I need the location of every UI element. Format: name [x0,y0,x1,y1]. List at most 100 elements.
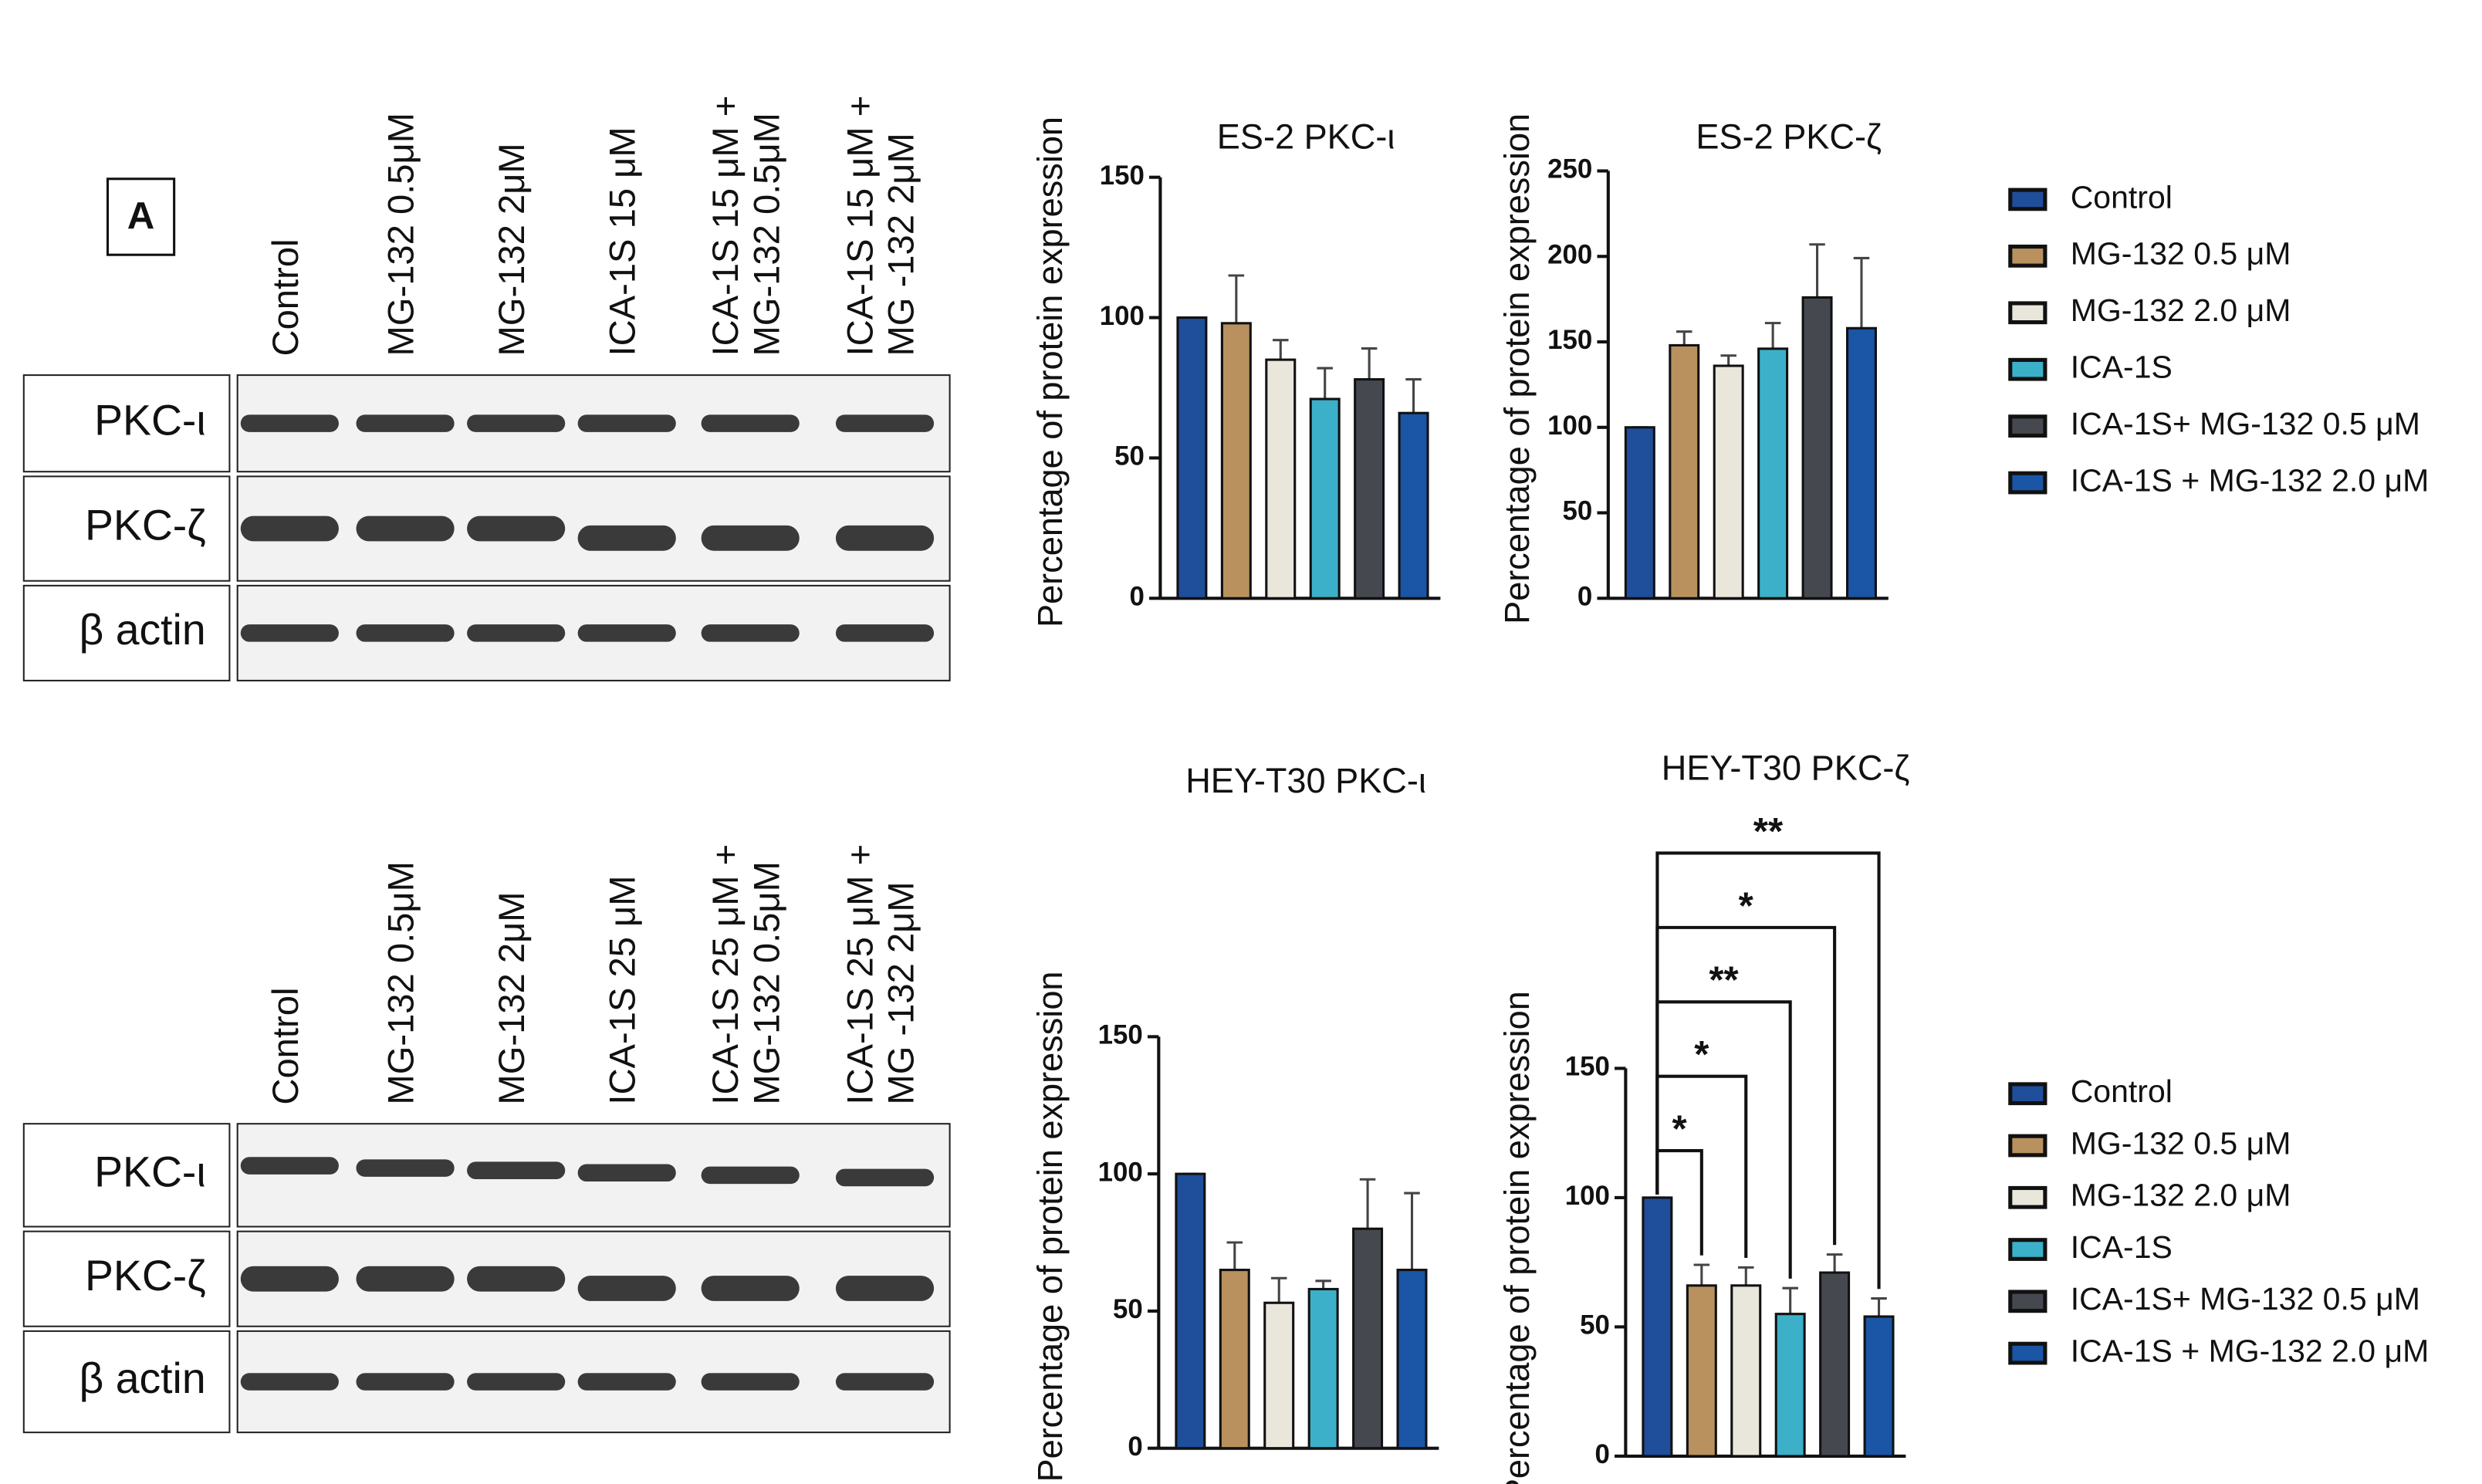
band [577,1373,676,1391]
band [467,1373,566,1391]
lane-label: MG-132 0.5μM [746,113,786,356]
panel-label: A [127,194,155,237]
lane-label: ICA-1S 25 μM [602,875,643,1104]
legend-swatch [2008,357,2047,381]
y-tick-label: 100 [1098,1157,1143,1187]
bar [1686,1284,1717,1458]
lane-label: MG-132 0.5μM [380,861,421,1104]
chart-title: ES-2 PKC-ζ [1696,117,1882,156]
legend-swatch [2008,1238,2047,1261]
row-label: PKC-ζ [85,1252,206,1300]
band [701,624,800,642]
band [240,1373,339,1391]
legend-swatch [2008,1290,2047,1313]
band [356,516,455,542]
bar [1713,364,1744,600]
y-tick-label: 50 [1114,441,1145,472]
legend-swatch [2008,244,2047,268]
chart-title: ES-2 PKC-ι [1217,117,1395,156]
legend-swatch [2008,414,2047,438]
significance-label: ** [1709,959,1739,1002]
band [240,1266,339,1292]
row-label: PKC-ζ [85,502,206,549]
legend-swatch [2008,301,2047,325]
bar [1801,296,1833,600]
row-label: β actin [79,1354,205,1402]
row-label-box [22,475,231,582]
band [577,1276,676,1301]
band [240,414,339,432]
bar [1863,1315,1895,1458]
legend-label: MG-132 2.0 μM [2071,1178,2291,1213]
lane-label: ICA-1S 25 μM + [705,844,746,1105]
band [835,414,935,432]
legend-label: Control [2071,1073,2173,1109]
band [240,516,339,542]
band [701,414,800,432]
bar [1669,343,1700,600]
row-label-box [22,1123,231,1228]
lane-label: Control [265,238,306,356]
bar [1845,326,1877,600]
lane-label: ICA-1S 25 μM + [839,844,880,1105]
legend-swatch [2008,1082,2047,1106]
lane-label: MG -132 2μM [881,881,921,1104]
y-tick-label: 150 [1098,1020,1143,1050]
bracket [1655,851,1881,1290]
row-label-box [22,584,231,681]
bar [1774,1313,1806,1458]
legend-label: ICA-1S+ MG-132 0.5 μM [2071,1281,2420,1317]
bar [1624,426,1655,600]
legend-swatch [2008,1185,2047,1209]
legend-label: ICA-1S [2071,350,2173,385]
lane-label: ICA-1S 15 μM [602,127,643,356]
y-tick-label: 0 [1129,581,1144,611]
lane-label: MG-132 2μM [491,143,532,356]
band [467,624,566,642]
bar [1398,411,1429,600]
y-tick-label: 100 [1565,1181,1610,1211]
lane-label: MG-132 2μM [491,891,532,1104]
y-axis-label: Percentage of protein expression [1497,113,1537,624]
band [835,1276,935,1301]
significance-label: * [1694,1033,1709,1076]
band [240,1157,339,1175]
y-tick-label: 0 [1594,1439,1609,1469]
y-tick-label: 0 [1577,581,1592,611]
bar [1175,1172,1206,1450]
row-label-box [22,1330,231,1434]
band [356,414,455,432]
bar [1352,1227,1384,1450]
bar [1730,1284,1762,1458]
significance-label: ** [1753,810,1784,853]
bar [1309,397,1341,600]
band [356,1159,455,1177]
y-tick-label: 100 [1547,411,1592,441]
legend-label: MG-132 2.0 μM [2071,292,2291,328]
band [467,414,566,432]
bar [1642,1196,1673,1458]
legend-label: ICA-1S + MG-132 2.0 μM [2071,1333,2430,1368]
significance-label: * [1672,1107,1688,1150]
legend-swatch [2008,188,2047,211]
significance-label: * [1739,884,1754,927]
row-label: PKC-ι [94,1148,206,1195]
bar [1263,1301,1295,1450]
y-tick-label: 0 [1128,1432,1142,1462]
band [835,624,935,642]
legend-label: ICA-1S [2071,1229,2173,1265]
band [701,525,800,551]
y-tick-label: 250 [1547,154,1592,184]
lane-label: MG -132 2μM [881,133,921,356]
bar [1354,378,1385,600]
y-tick-label: 150 [1100,161,1145,191]
lane-label: MG-132 0.5μM [380,113,421,356]
band [835,1168,935,1187]
lane-label: MG-132 0.5μM [746,861,786,1104]
legend-swatch [2008,471,2047,495]
legend-label: Control [2071,179,2173,215]
y-tick-label: 200 [1547,239,1592,269]
row-label-box [22,1230,231,1327]
